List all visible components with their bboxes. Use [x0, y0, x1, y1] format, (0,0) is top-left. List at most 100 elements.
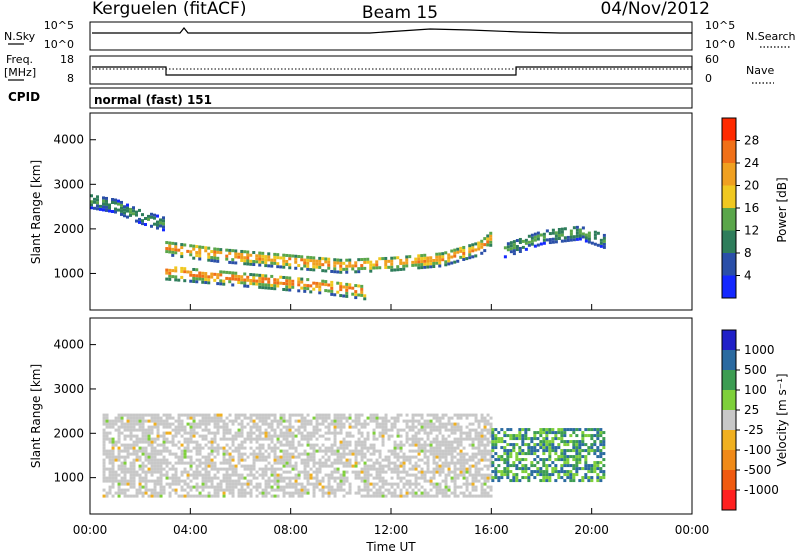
heatmap-cell [231, 419, 235, 423]
heatmap-cell [282, 491, 286, 495]
heatmap-cell [90, 194, 93, 198]
heatmap-cell [327, 289, 331, 293]
heatmap-cell [432, 446, 436, 450]
heatmap-cell [195, 464, 199, 468]
heatmap-cell [258, 443, 262, 447]
heatmap-cell [186, 431, 190, 435]
heatmap-cell [243, 284, 247, 288]
heatmap-cell [288, 455, 292, 459]
heatmap-cell [144, 223, 147, 227]
heatmap-cell [327, 488, 331, 492]
heatmap-cell [294, 254, 298, 258]
heatmap-cell [294, 467, 298, 471]
heatmap-cell [324, 437, 328, 441]
heatmap-cell [156, 479, 160, 483]
heatmap-cell [524, 458, 528, 462]
heatmap-cell [168, 416, 172, 420]
heatmap-cell [360, 470, 364, 474]
heatmap-cell [267, 491, 271, 495]
heatmap-cell [225, 425, 229, 429]
heatmap-cell [294, 482, 298, 486]
heatmap-cell [375, 425, 379, 429]
heatmap-cell [554, 431, 558, 435]
colorbar-tick-label: -1000 [744, 483, 779, 497]
heatmap-cell [210, 482, 214, 486]
heatmap-cell [129, 473, 133, 477]
heatmap-cell [321, 413, 325, 417]
heatmap-cell [210, 419, 214, 423]
heatmap-cell [105, 419, 109, 423]
heatmap-cell [267, 479, 271, 483]
heatmap-cell [138, 419, 142, 423]
heatmap-cell [578, 461, 582, 465]
heatmap-cell [240, 422, 244, 426]
heatmap-cell [509, 464, 513, 468]
heatmap-cell [258, 251, 262, 255]
heatmap-cell [237, 255, 241, 259]
heatmap-cell [590, 446, 594, 450]
heatmap-cell [441, 440, 445, 444]
heatmap-cell [120, 476, 124, 480]
heatmap-cell [198, 245, 202, 249]
heatmap-cell [539, 458, 543, 462]
heatmap-cell [533, 437, 537, 441]
heatmap-cell [327, 263, 331, 267]
heatmap-cell [599, 428, 603, 432]
heatmap-cell [288, 479, 292, 483]
heatmap-cell [411, 434, 415, 438]
heatmap-cell [312, 476, 316, 480]
heatmap-cell [177, 461, 181, 465]
heatmap-cell [563, 236, 567, 240]
heatmap-cell [174, 455, 178, 459]
heatmap-cell [255, 470, 259, 474]
heatmap-cell [168, 494, 172, 498]
heatmap-cell [300, 437, 304, 441]
heatmap-cell [165, 470, 169, 474]
heatmap-cell [378, 476, 382, 480]
heatmap-cell [575, 473, 579, 477]
heatmap-cell [360, 479, 364, 483]
heatmap-cell [294, 464, 298, 468]
heatmap-cell [450, 446, 454, 450]
heatmap-cell [468, 443, 472, 447]
heatmap-cell [354, 452, 358, 456]
heatmap-cell [560, 455, 564, 459]
heatmap-cell [548, 431, 552, 435]
heatmap-cell [339, 294, 343, 298]
heatmap-cell [243, 482, 247, 486]
heatmap-cell [459, 425, 463, 429]
power-y-axis-label: Slant Range [km] [29, 160, 43, 264]
heatmap-cell [132, 428, 136, 432]
station-title: Kerguelen (fitACF) [92, 0, 246, 19]
heatmap-cell [270, 479, 274, 483]
heatmap-cell [189, 413, 193, 417]
heatmap-cell [147, 419, 151, 423]
heatmap-cell [456, 440, 460, 444]
heatmap-cell [111, 425, 115, 429]
heatmap-cell [276, 473, 280, 477]
heatmap-cell [447, 428, 451, 432]
heatmap-cell [180, 255, 184, 259]
heatmap-cell [189, 425, 193, 429]
heatmap-cell [596, 243, 600, 247]
heatmap-cell [441, 461, 445, 465]
heatmap-cell [569, 449, 573, 453]
heatmap-cell [198, 446, 202, 450]
heatmap-cell [267, 286, 271, 290]
heatmap-cell [93, 197, 96, 201]
heatmap-cell [435, 452, 439, 456]
heatmap-cell [360, 431, 364, 435]
heatmap-cell [474, 452, 478, 456]
heatmap-cell [387, 428, 391, 432]
heatmap-cell [414, 440, 418, 444]
heatmap-cell [282, 452, 286, 456]
heatmap-cell [554, 446, 558, 450]
heatmap-cell [189, 431, 193, 435]
heatmap-cell [423, 494, 427, 498]
heatmap-cell [255, 485, 259, 489]
heatmap-cell [234, 446, 238, 450]
heatmap-cell [117, 485, 121, 489]
heatmap-cell [357, 419, 361, 423]
heatmap-cell [243, 278, 247, 282]
heatmap-cell [441, 470, 445, 474]
